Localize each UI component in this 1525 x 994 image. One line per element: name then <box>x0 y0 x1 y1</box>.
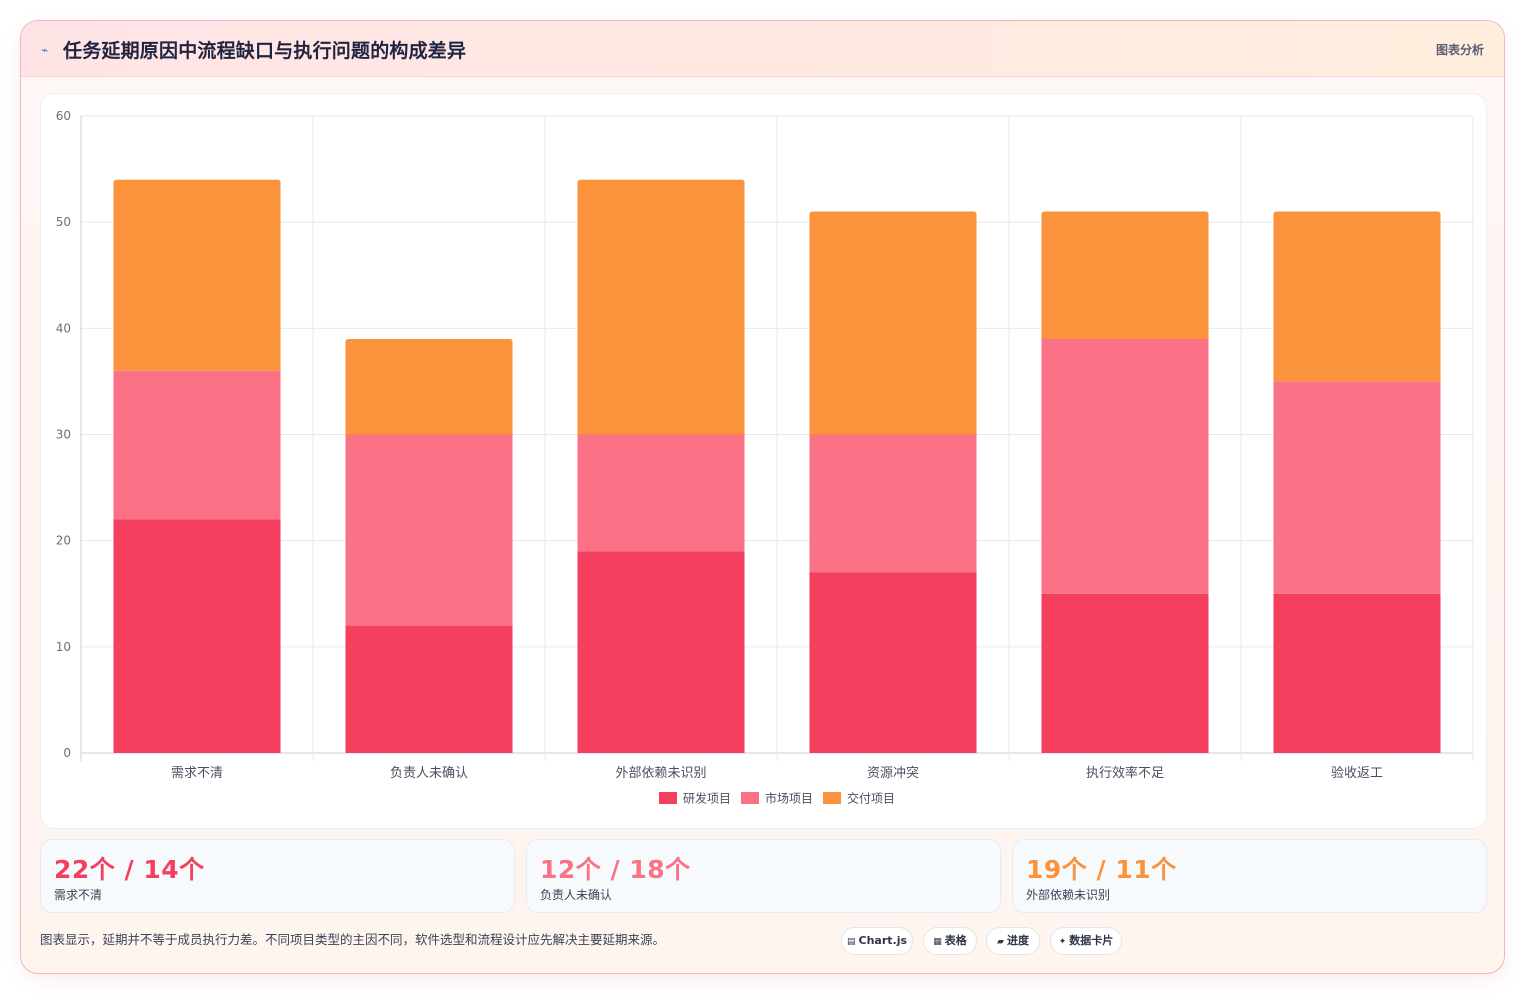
y-tick-label: 0 <box>63 746 71 760</box>
bar-segment <box>809 434 977 573</box>
bar-segment <box>345 625 513 753</box>
stat-label-1: 需求不清 <box>54 888 103 902</box>
chart-title: 任务延期原因中流程缺口与执行问题的构成差异 <box>63 40 467 62</box>
y-tick-label: 20 <box>56 534 71 548</box>
chart-icon: ▤ <box>846 937 856 947</box>
bar-segment <box>577 551 745 753</box>
stat-card-1: 22个 / 14个 需求不清 <box>40 839 515 913</box>
chart-card: ⌁ 任务延期原因中流程缺口与执行问题的构成差异 图表分析 0 10 20 30 40 50… <box>20 20 1505 974</box>
bar-segment <box>345 434 513 626</box>
x-tick-label: 负责人未确认 <box>390 766 468 781</box>
stat-card-2: 12个 / 18个 负责人未确认 <box>526 839 1001 913</box>
bar-segment <box>577 434 745 552</box>
bar-segment <box>577 179 745 435</box>
stat-label-2: 负责人未确认 <box>540 888 613 902</box>
legend-swatch <box>659 792 677 804</box>
x-tick-label: 资源冲突 <box>867 765 919 781</box>
header-tag: 图表分析 <box>1435 43 1484 57</box>
stat-card-3: 19个 / 11个 外部依赖未识别 <box>1012 839 1487 913</box>
stat-label-3: 外部依赖未识别 <box>1026 888 1111 902</box>
progress-icon: ▰ <box>997 937 1004 947</box>
x-tick-label: 外部依赖未识别 <box>615 766 706 781</box>
table-icon: ▦ <box>933 937 942 947</box>
y-tick-label: 10 <box>56 640 71 654</box>
legend-swatch <box>823 792 841 804</box>
chip-table[interactable]: ▦ 表格 <box>923 927 977 955</box>
chip-progress[interactable]: ▰ 进度 <box>986 927 1040 955</box>
legend-label: 研发项目 <box>683 791 731 806</box>
bar-segment <box>345 338 513 435</box>
chart-panel: 0 10 20 30 40 50 60 需求不清 负责人未确认 外部依赖未识别 资源冲突 执行效率不足… <box>40 93 1487 829</box>
bar-segment <box>1041 593 1209 753</box>
bar-segment <box>1273 211 1441 382</box>
x-tick-label: 需求不清 <box>171 766 223 781</box>
legend-label: 交付项目 <box>847 791 895 806</box>
sparkle-icon: ✦ <box>1058 937 1067 947</box>
bar-segment <box>1041 338 1209 594</box>
bar-segment <box>809 211 977 435</box>
y-tick-label: 50 <box>56 215 71 229</box>
card-header: ⌁ 任务延期原因中流程缺口与执行问题的构成差异 图表分析 <box>21 21 1504 77</box>
bar-segment <box>1273 381 1441 594</box>
chip-label: 进度 <box>1006 934 1029 947</box>
legend-label: 市场项目 <box>765 791 813 806</box>
chip-label: Chart.js <box>858 934 908 947</box>
chip-chartjs[interactable]: ▤ Chart.js <box>841 927 913 955</box>
chart-line-icon: ⌁ <box>41 43 49 57</box>
stat-value-1: 22个 / 14个 <box>54 855 205 884</box>
bar-segment <box>809 572 977 753</box>
x-tick-label: 验收返工 <box>1331 765 1383 781</box>
chip-label: 数据卡片 <box>1069 934 1114 947</box>
bar-segment <box>113 370 281 520</box>
stat-value-2: 12个 / 18个 <box>540 855 691 884</box>
bar-segment <box>1041 211 1209 339</box>
chip-label: 表格 <box>944 934 967 947</box>
chip-data-card[interactable]: ✦ 数据卡片 <box>1050 927 1122 955</box>
stat-value-3: 19个 / 11个 <box>1026 855 1177 884</box>
footer-note: 图表显示，延期并不等于成员执行力差。不同项目类型的主因不同，软件选型和流程设计应… <box>40 932 666 947</box>
legend-swatch <box>741 792 759 804</box>
y-tick-label: 40 <box>56 321 71 335</box>
bar-segment <box>113 519 281 753</box>
stacked-bar-chart: 0 10 20 30 40 50 60 需求不清 负责人未确认 外部依赖未识别 资源冲突 执行效率不足… <box>56 109 1474 806</box>
y-tick-label: 60 <box>56 109 71 123</box>
bar-segment <box>1273 593 1441 753</box>
bar-segment <box>113 179 281 371</box>
x-tick-label: 执行效率不足 <box>1086 765 1164 781</box>
y-tick-label: 30 <box>56 428 71 442</box>
